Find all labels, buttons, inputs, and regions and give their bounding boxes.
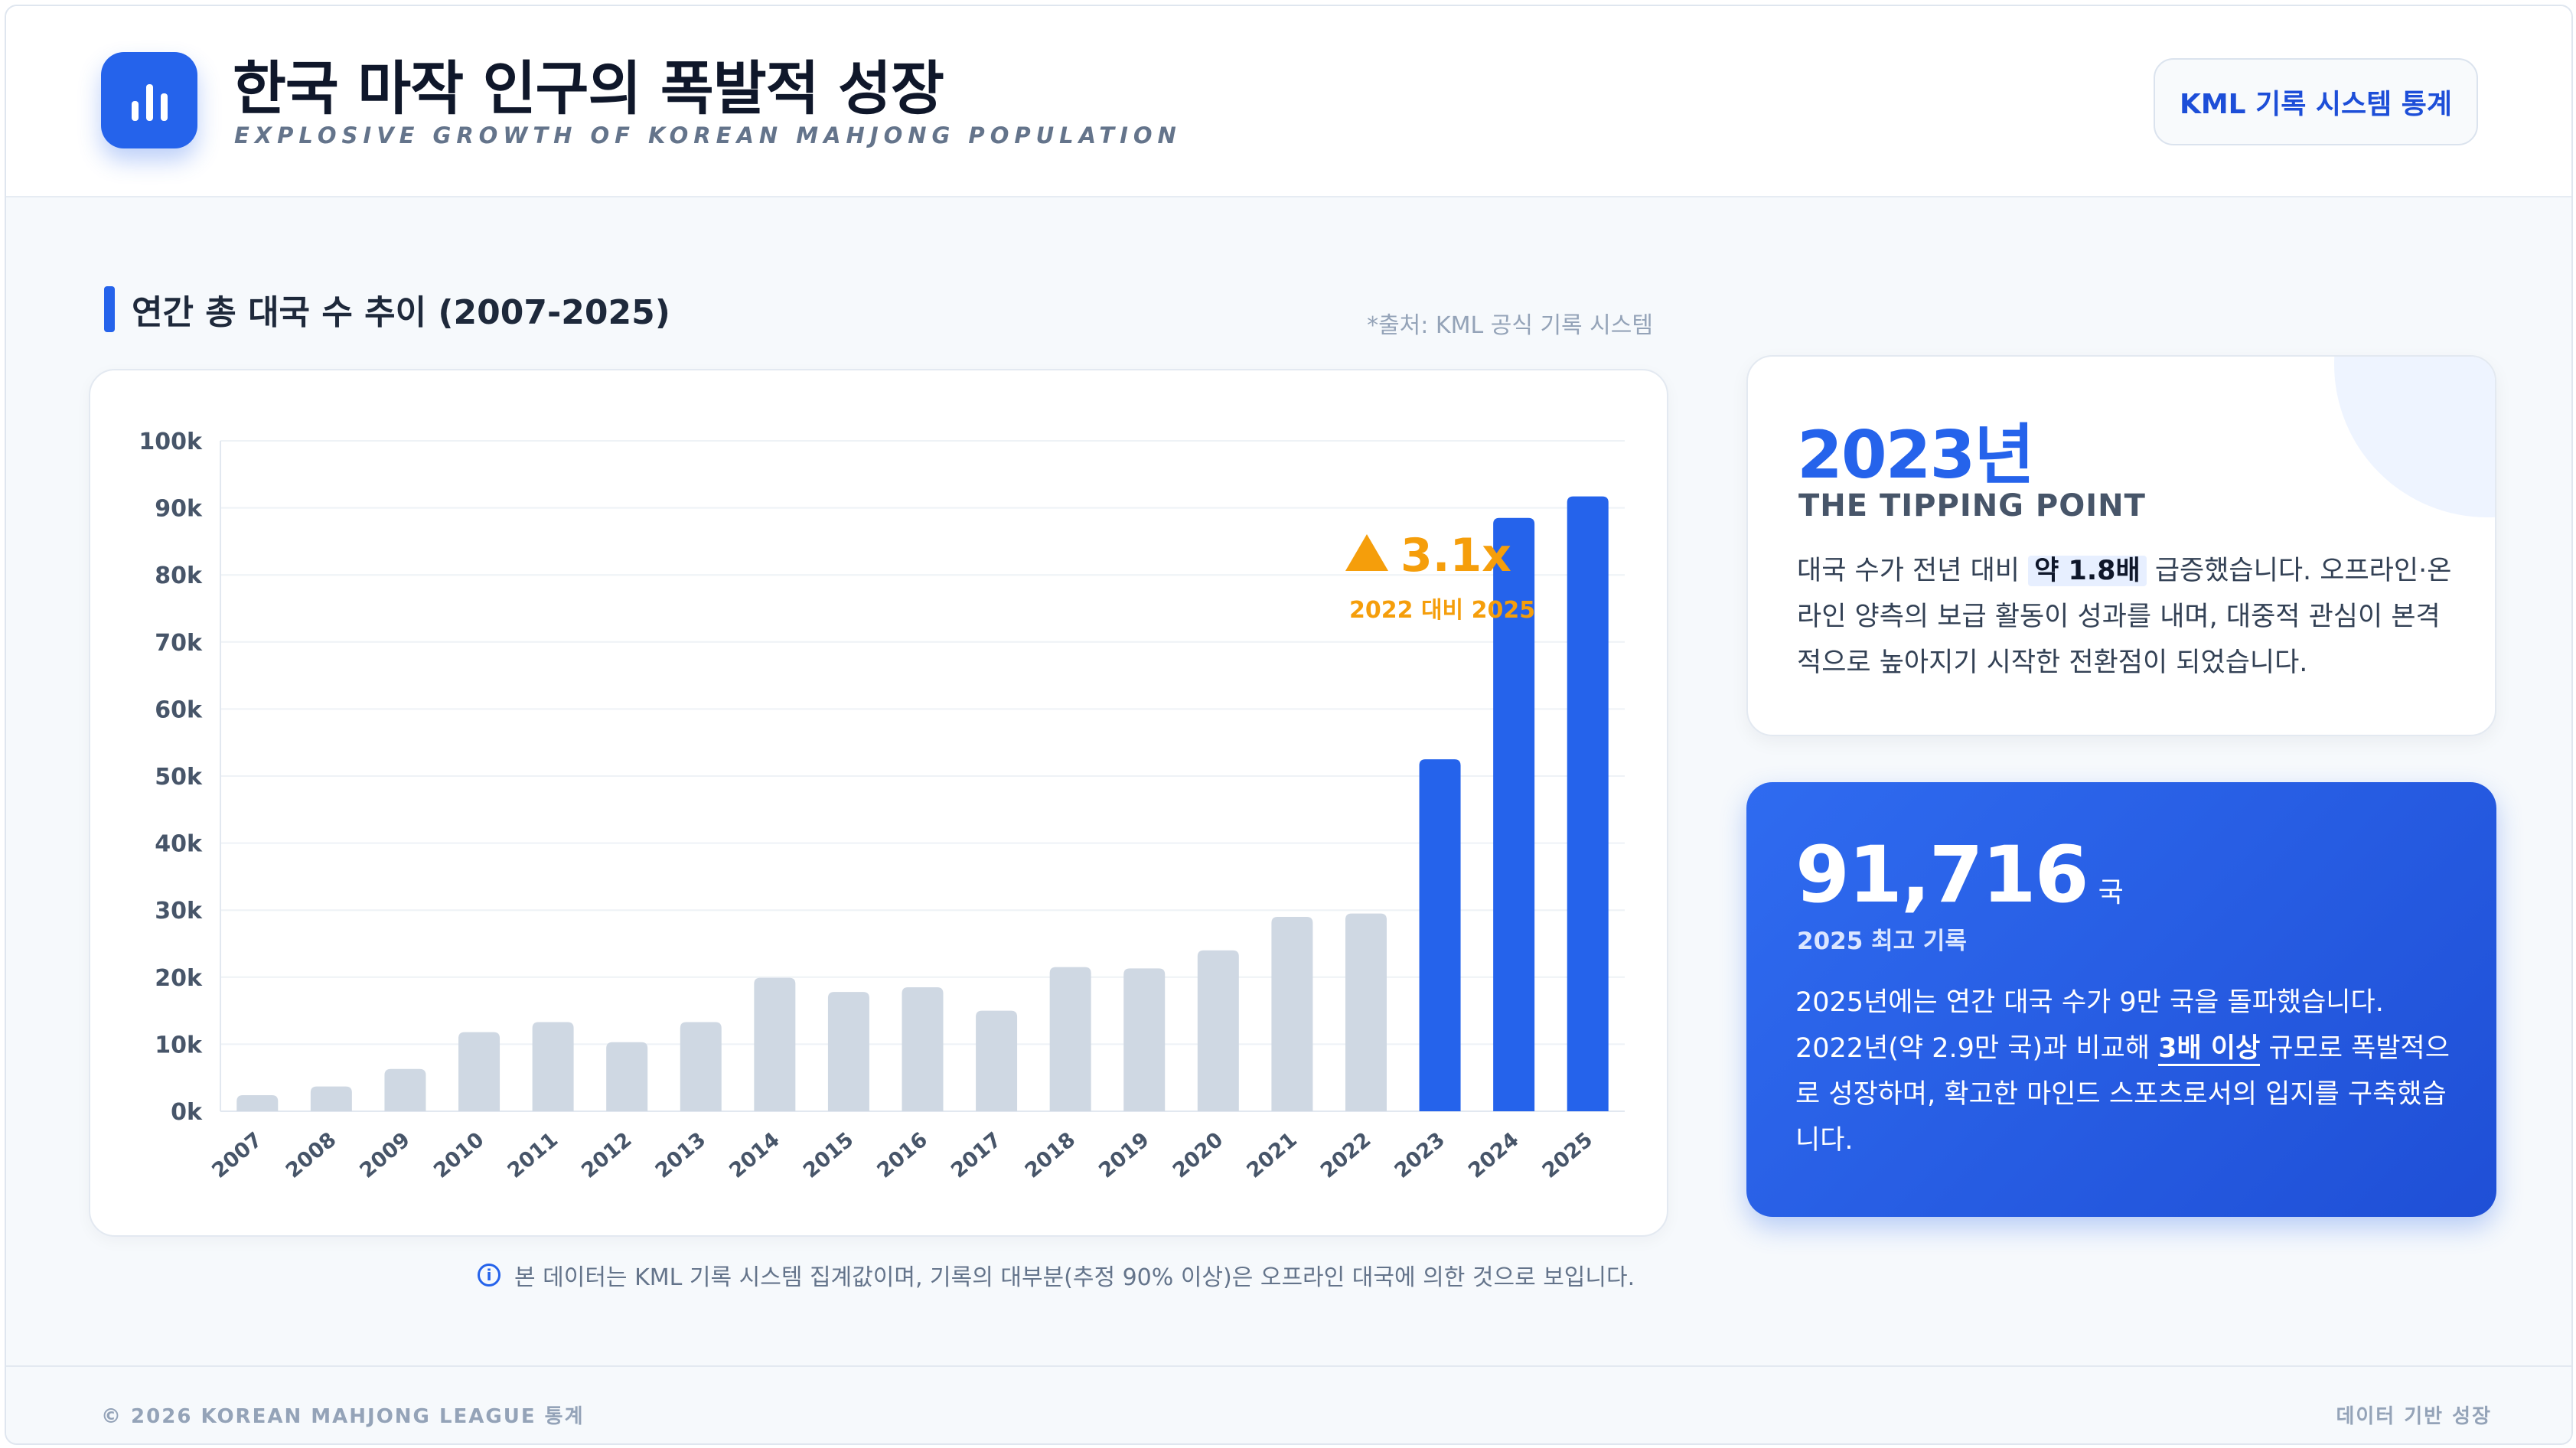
up-triangle-icon [1345, 534, 1388, 571]
x-tick-label: 2019 [1094, 1128, 1153, 1183]
y-tick-label: 10k [155, 1032, 203, 1058]
footer-tagline: 데이터 기반 성장 [2336, 1405, 2492, 1428]
bar-2014 [754, 977, 796, 1111]
x-tick-label: 2013 [651, 1128, 710, 1183]
data-note: i 본 데이터는 KML 기록 시스템 집계값이며, 기록의 대부분(추정 90… [478, 1258, 1635, 1292]
annotation-label: 2022 대비 2025 [1349, 597, 1535, 624]
bar-2023 [1419, 759, 1461, 1111]
bar-2021 [1271, 916, 1313, 1111]
bar-2016 [902, 987, 944, 1111]
y-tick-label: 0k [171, 1099, 203, 1126]
record-value: 91,716 국 [1795, 830, 2124, 921]
bar-2015 [827, 992, 869, 1111]
bar-2020 [1197, 950, 1239, 1111]
tipping-point-card: 2023년 THE TIPPING POINT 대국 수가 전년 대비 약 1.… [1746, 355, 2496, 736]
x-tick-label: 2021 [1242, 1128, 1301, 1183]
header: 한국 마작 인구의 폭발적 성장 EXPLOSIVE GROWTH OF KOR… [6, 6, 2571, 197]
bar-2010 [458, 1032, 501, 1111]
bar-2025 [1567, 496, 1609, 1111]
bar-2018 [1049, 967, 1091, 1111]
x-tick-label: 2016 [873, 1128, 932, 1183]
x-tick-label: 2020 [1169, 1128, 1228, 1183]
y-tick-label: 80k [155, 563, 203, 589]
x-tick-label: 2014 [725, 1128, 784, 1183]
y-tick-label: 100k [139, 429, 203, 455]
decorative-circle [2334, 357, 2495, 517]
bar-2017 [976, 1010, 1018, 1111]
x-tick-label: 2025 [1538, 1128, 1597, 1183]
x-tick-label: 2009 [355, 1128, 414, 1183]
y-tick-label: 50k [155, 764, 203, 791]
bar-2019 [1123, 968, 1166, 1111]
record-body: 2025년에는 연간 대국 수가 9만 국을 돌파했습니다. 2022년(약 2… [1795, 987, 2450, 1156]
x-tick-label: 2018 [1021, 1128, 1080, 1183]
record-highlight: 3배 이상 [2158, 1033, 2261, 1066]
bar-chart: 0k 10k 20k 30k 40k 50k 60k 70k 80k 90k 100k 2007 200… [139, 429, 1625, 1183]
footer: © 2026 KOREAN MAHJONG LEAGUE 통계 데이터 기반 성… [6, 1365, 2571, 1443]
y-tick-label: 40k [155, 831, 203, 858]
y-tick-label: 70k [155, 630, 203, 657]
record-label: 2025 최고 기록 [1797, 928, 1967, 955]
x-tick-label: 2023 [1391, 1128, 1449, 1183]
chart-card: 0k 10k 20k 30k 40k 50k 60k 70k 80k 90k 100k 2007 200… [89, 369, 1668, 1237]
x-tick-label: 2015 [799, 1128, 858, 1183]
tipping-body: 대국 수가 전년 대비 약 1.8배 급증했습니다. 오프라인·온라인 양측의 … [1797, 556, 2452, 678]
x-tick-label: 2008 [282, 1128, 341, 1183]
record-unit: 국 [2098, 877, 2124, 908]
chart-section-title: 연간 총 대국 수 추이 (2007-2025) [104, 285, 670, 334]
x-tick-label: 2010 [429, 1128, 488, 1183]
page-subtitle: EXPLOSIVE GROWTH OF KOREAN MAHJONG POPUL… [234, 122, 1182, 148]
bar-2009 [384, 1068, 426, 1111]
bar-2007 [236, 1094, 279, 1111]
x-tick-label: 2022 [1316, 1128, 1375, 1183]
bar-2008 [310, 1086, 352, 1111]
bar-2013 [680, 1022, 722, 1111]
footer-copyright: © 2026 KOREAN MAHJONG LEAGUE 통계 [101, 1405, 585, 1428]
source-badge: KML 기록 시스템 통계 [2154, 58, 2478, 145]
x-tick-label: 2024 [1464, 1128, 1523, 1183]
x-tick-label: 2012 [577, 1128, 636, 1183]
bar-2011 [532, 1022, 574, 1111]
bar-chart-icon [101, 52, 197, 148]
chart-section-title-text: 연간 총 대국 수 추이 (2007-2025) [132, 293, 670, 332]
x-tick-label: 2017 [947, 1128, 1006, 1183]
tipping-heading: THE TIPPING POINT [1798, 488, 2146, 523]
y-tick-label: 90k [155, 496, 203, 523]
slide-frame: 한국 마작 인구의 폭발적 성장 EXPLOSIVE GROWTH OF KOR… [5, 5, 2573, 1445]
y-tick-label: 30k [155, 898, 203, 925]
record-card: 91,716 국 2025 최고 기록 2025년에는 연간 대국 수가 9만 국… [1746, 782, 2496, 1217]
y-tick-label: 60k [155, 696, 203, 723]
data-note-text: 본 데이터는 KML 기록 시스템 집계값이며, 기록의 대부분(추정 90% … [514, 1264, 1635, 1291]
bar-2022 [1345, 913, 1387, 1111]
tipping-year: 2023년 [1797, 417, 2034, 494]
y-tick-label: 20k [155, 965, 203, 992]
info-icon: i [478, 1264, 501, 1287]
page-title: 한국 마작 인구의 폭발적 성장 [233, 54, 944, 122]
title-accent-bar [104, 286, 115, 332]
x-tick-label: 2007 [207, 1128, 266, 1183]
annotation-value: 3.1x [1400, 529, 1511, 582]
chart-source: *출처: KML 공식 기록 시스템 [1367, 312, 1653, 339]
tipping-highlight: 약 1.8배 [2028, 556, 2147, 586]
bar-2012 [606, 1042, 648, 1111]
x-tick-label: 2011 [504, 1128, 562, 1183]
bar-2024 [1493, 517, 1535, 1111]
